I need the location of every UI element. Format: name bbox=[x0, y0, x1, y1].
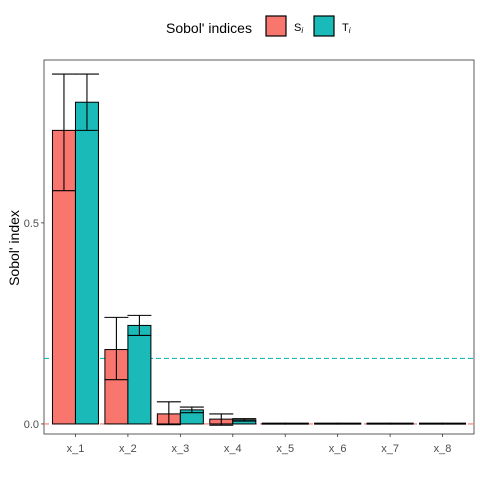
legend-key-t bbox=[313, 15, 335, 37]
error-bar-s-x_3 bbox=[156, 401, 181, 426]
error-bar-t-x_2 bbox=[127, 314, 152, 337]
error-bar-t-x_8 bbox=[442, 422, 467, 425]
error-bar-s-x_7 bbox=[366, 422, 391, 425]
x-tick-label: x_7 bbox=[381, 443, 399, 455]
error-bar-s-x_6 bbox=[314, 422, 339, 425]
x-tick-label: x_3 bbox=[171, 443, 189, 455]
y-axis-title: Sobol' index bbox=[6, 210, 22, 286]
error-bar-t-x_5 bbox=[284, 422, 309, 425]
legend: Sobol' indices Si Ti bbox=[166, 15, 351, 37]
x-tick-label: x_8 bbox=[434, 443, 452, 455]
x-tick-label: x_5 bbox=[276, 443, 294, 455]
error-bar-t-x_3 bbox=[179, 406, 204, 414]
bar-t-x_1 bbox=[74, 101, 99, 425]
legend-item-s: Si bbox=[265, 15, 303, 37]
legend-label-t-main: T bbox=[342, 22, 349, 34]
legend-label-t-sub: i bbox=[349, 26, 351, 35]
x-tick-label: x_6 bbox=[329, 443, 347, 455]
error-bar-t-x_7 bbox=[389, 422, 414, 425]
bar-t-x_2 bbox=[127, 324, 152, 425]
x-tick-label: x_1 bbox=[67, 443, 85, 455]
error-bar-s-x_5 bbox=[261, 422, 286, 425]
error-bar-s-x_1 bbox=[51, 73, 76, 192]
error-bar-s-x_8 bbox=[419, 422, 444, 425]
x-tick-label: x_4 bbox=[224, 443, 242, 455]
legend-label-t: Ti bbox=[342, 22, 351, 35]
y-tick-label: 0.0 bbox=[24, 419, 39, 431]
legend-label-s-sub: i bbox=[301, 26, 303, 35]
legend-key-s bbox=[265, 15, 287, 37]
legend-label-s: Si bbox=[294, 22, 303, 35]
error-bar-t-x_6 bbox=[337, 422, 362, 425]
legend-title: Sobol' indices bbox=[166, 20, 252, 36]
error-bar-t-x_4 bbox=[232, 418, 257, 422]
legend-item-t: Ti bbox=[313, 15, 351, 37]
error-bars bbox=[51, 73, 467, 426]
y-axis: 0.0 0.5 bbox=[24, 218, 44, 431]
error-bar-s-x_2 bbox=[104, 316, 129, 381]
x-tick-label: x_2 bbox=[119, 443, 137, 455]
y-tick-label: 0.5 bbox=[24, 218, 39, 230]
x-axis: x_1 x_2 x_3 x_4 x_5 x_6 x_7 x_8 bbox=[67, 434, 452, 455]
error-bar-t-x_1 bbox=[74, 73, 99, 131]
error-bar-s-x_4 bbox=[209, 413, 234, 426]
legend-label-s-main: S bbox=[294, 22, 301, 34]
